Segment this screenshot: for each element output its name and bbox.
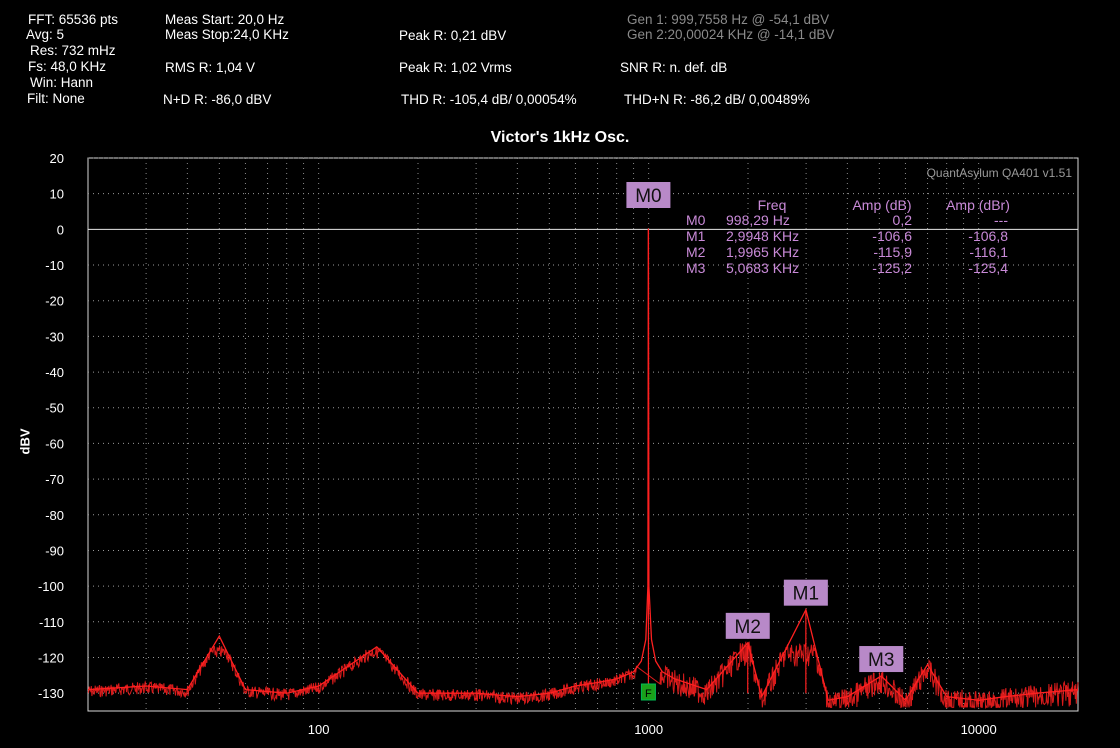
- marker-label-box-m2: [725, 612, 770, 639]
- instrument-watermark: QuantAsylum QA401 v1.51: [927, 166, 1073, 180]
- averages-readout: Avg: 5: [26, 27, 65, 42]
- y-tick-label: 10: [50, 187, 64, 202]
- marker-table-cell: M0: [686, 212, 706, 228]
- y-tick-label: -90: [45, 543, 64, 558]
- marker-label-box-m0: [626, 182, 671, 208]
- marker-table-cell: -125,4: [968, 260, 1008, 276]
- marker-table-header: Amp (dBr): [946, 197, 1010, 213]
- y-tick-label: 20: [50, 151, 64, 166]
- rms-readout: RMS R: 1,04 V: [165, 60, 256, 75]
- chart-title: Victor's 1kHz Osc.: [490, 129, 630, 146]
- marker-table-cell: M3: [686, 260, 706, 276]
- marker-table-cell: -106,8: [968, 228, 1008, 244]
- meas-start-readout: Meas Start: 20,0 Hz: [165, 12, 285, 27]
- marker-table-cell: -106,6: [872, 228, 912, 244]
- marker-table-cell: 5,0683 KHz: [726, 260, 799, 276]
- y-tick-label: -60: [45, 436, 64, 451]
- marker-label-box-m1: [783, 579, 828, 606]
- y-tick-label: -70: [45, 472, 64, 487]
- x-tick-label: 1000: [634, 722, 663, 737]
- y-tick-label: -110: [39, 615, 64, 630]
- y-tick-label: -130: [38, 686, 64, 701]
- x-tick-label: 100: [308, 722, 330, 737]
- x-tick-label: 10000: [961, 722, 997, 737]
- fundamental-flag-box: [640, 683, 656, 701]
- thd-n-readout: THD+N R: -86,2 dB/ 0,00489%: [624, 92, 810, 107]
- marker-table-cell: -116,1: [969, 244, 1008, 260]
- marker-table-cell: -125,2: [872, 260, 912, 276]
- resolution-readout: Res: 732 mHz: [30, 43, 116, 58]
- y-tick-label: -40: [45, 365, 64, 380]
- marker-table-cell: 0,2: [893, 212, 913, 228]
- marker-table-cell: 998,29 Hz: [726, 212, 790, 228]
- window-readout: Win: Hann: [30, 75, 94, 90]
- generator-2-readout: Gen 2:20,00024 KHz @ -14,1 dBV: [627, 27, 835, 42]
- thd-readout: THD R: -105,4 dB/ 0,00054%: [401, 92, 577, 107]
- marker-table-cell: M2: [686, 244, 706, 260]
- marker-table-cell: 2,9948 KHz: [726, 228, 799, 244]
- peak-vrms-readout: Peak R: 1,02 Vrms: [399, 60, 512, 75]
- y-tick-label: -100: [38, 579, 64, 594]
- marker-label-m0: M0: [635, 186, 661, 207]
- marker-table-cell: 1,9965 KHz: [726, 244, 799, 260]
- meas-stop-readout: Meas Stop:24,0 KHz: [165, 27, 289, 42]
- marker-label-m1: M1: [793, 584, 819, 605]
- spectrum-trace: [87, 228, 1079, 702]
- y-tick-label: -30: [45, 329, 64, 344]
- y-tick-label: -10: [45, 258, 64, 273]
- y-tick-label: -50: [45, 401, 64, 416]
- y-tick-label: 0: [57, 222, 64, 237]
- noise-distortion-readout: N+D R: -86,0 dBV: [163, 92, 272, 107]
- marker-table-cell: -115,9: [873, 244, 912, 260]
- sample-rate-readout: Fs: 48,0 KHz: [28, 59, 107, 74]
- filter-readout: Filt: None: [27, 91, 85, 106]
- marker-table-cell: ---: [994, 212, 1008, 228]
- y-tick-label: -20: [45, 294, 64, 309]
- snr-readout: SNR R: n. def. dB: [620, 60, 728, 75]
- y-tick-label: -80: [45, 508, 64, 523]
- noise-floor-trace: [87, 641, 1079, 710]
- marker-table-header: Freq: [758, 197, 787, 213]
- fundamental-flag-label: F: [645, 688, 652, 700]
- marker-label-m2: M2: [735, 617, 761, 638]
- marker-label-m3: M3: [868, 650, 894, 671]
- y-tick-label: -120: [38, 650, 64, 665]
- fft-size-readout: FFT: 65536 pts: [28, 12, 119, 27]
- marker-label-box-m3: [859, 646, 904, 673]
- generator-1-readout: Gen 1: 999,7558 Hz @ -54,1 dBV: [627, 12, 830, 27]
- marker-table-cell: M1: [686, 228, 706, 244]
- plot-frame: [87, 157, 1079, 712]
- peak-dbv-readout: Peak R: 0,21 dBV: [399, 28, 507, 43]
- marker-table-header: Amp (dB): [852, 197, 911, 213]
